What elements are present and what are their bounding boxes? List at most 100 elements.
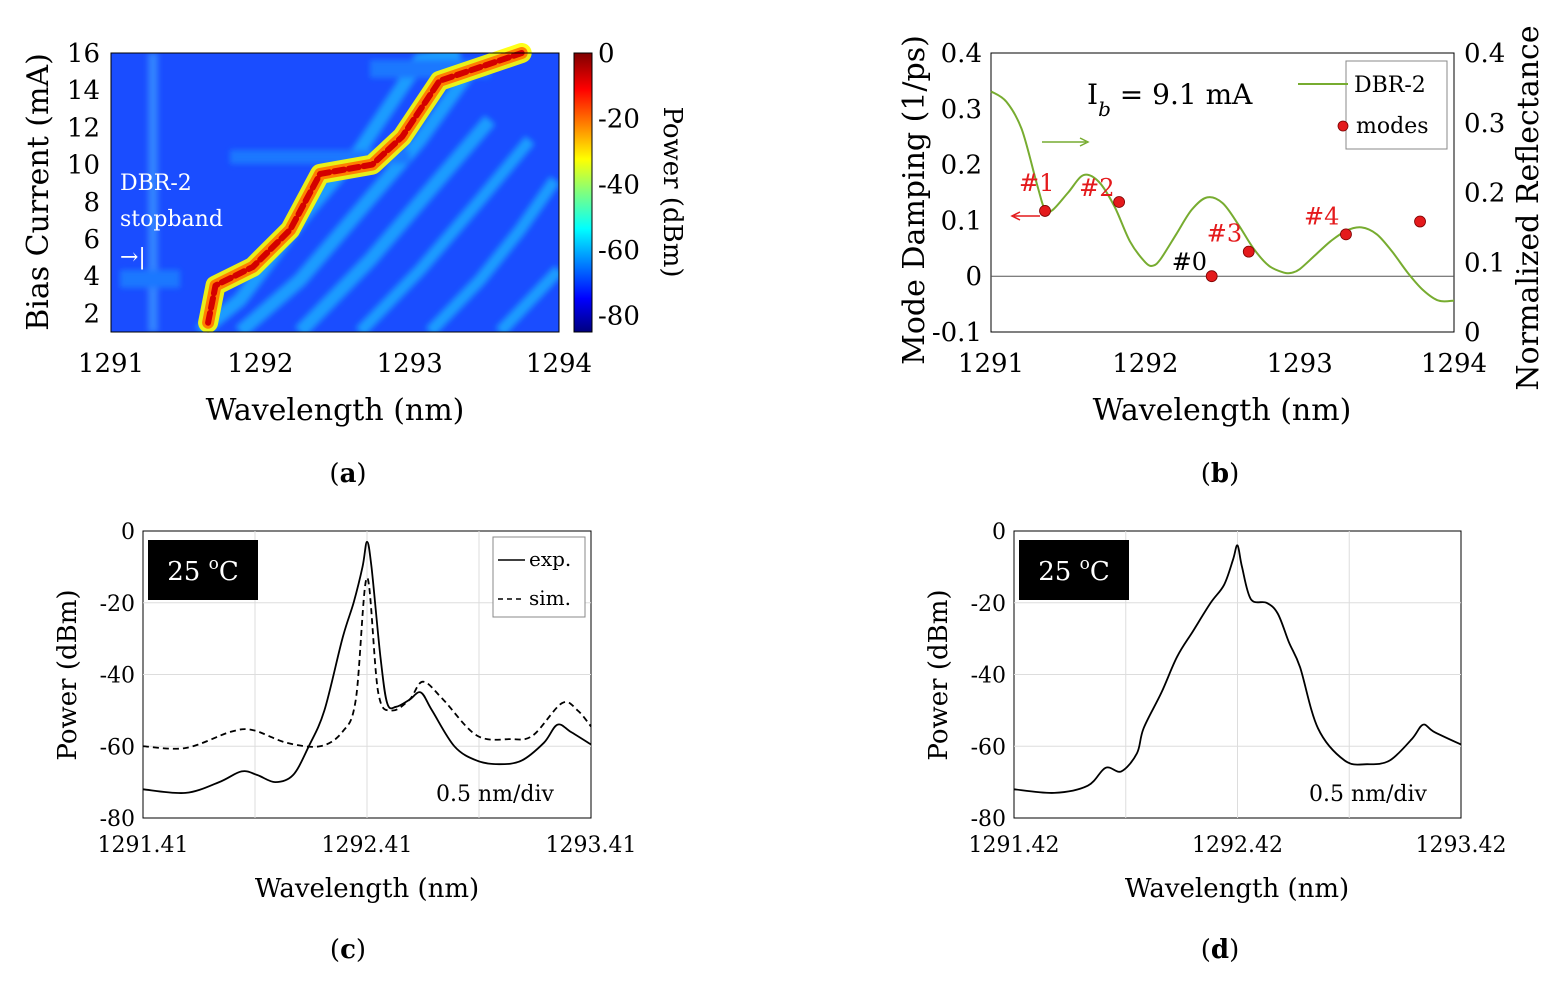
colorbar-tick-label: 0	[598, 39, 615, 69]
bias-value: = 9.1 mA	[1111, 78, 1253, 111]
x-tick-label: 1291	[78, 349, 144, 379]
x-tick-label: 1291	[958, 349, 1024, 379]
y-tick-label: -80	[100, 807, 135, 832]
temperature-unit: C	[219, 557, 239, 587]
y-axis-label: Bias Current (mA)	[21, 53, 56, 331]
spectrum-lines	[1013, 544, 1462, 794]
y-tick-label: 12	[67, 113, 100, 143]
legend: DBR-2 modes	[1298, 60, 1448, 150]
y-tick-label: 4	[83, 262, 100, 292]
bias-subscript: b	[1098, 97, 1111, 121]
y-tick-label: 0	[121, 520, 135, 545]
x-tick-label: 1291.42	[969, 833, 1060, 858]
panel-c: 1291.41 1292.41 1293.41 0 -20 -40 -60 -80 Wave…	[53, 520, 636, 965]
mode-label: #2	[1079, 174, 1114, 202]
right-tick-label: 0.3	[1464, 109, 1505, 139]
colorbar-tick-label: -80	[598, 302, 640, 332]
y-axis-ticks: -0.1 0 0.1 0.2 0.3 0.4	[932, 39, 982, 348]
caption-b: (b)	[1201, 459, 1240, 489]
series-line-dbr2	[990, 90, 1455, 303]
y-tick-label: 0.1	[941, 206, 982, 236]
caption-letter: b	[1211, 459, 1229, 489]
x-tick-label: 1292	[1112, 349, 1178, 379]
mode-points: #1 #2 #0#3 #4	[1019, 169, 1426, 283]
temperature-label: 25 oC	[167, 554, 239, 587]
caption-letter: d	[1211, 935, 1229, 965]
y-tick-label: -0.1	[932, 318, 982, 348]
legend-label-modes: modes	[1356, 114, 1429, 139]
mode-core	[205, 50, 525, 326]
colorbar-label: Power (dBm)	[657, 106, 687, 277]
x-axis-ticks: 1291 1292 1293 1294	[78, 349, 592, 379]
x-axis-ticks: 1291 1292 1293 1294	[958, 349, 1487, 379]
right-axis-arrowhead	[1079, 137, 1090, 147]
mode-label: #0	[1172, 248, 1207, 276]
legend-label-dbr: DBR-2	[1354, 73, 1426, 98]
series-line-exp	[142, 540, 592, 795]
y-axis-label: Power (dBm)	[53, 589, 83, 760]
y-tick-label: 2	[83, 299, 100, 329]
bias-annotation: Ib = 9.1 mA	[1087, 78, 1253, 121]
x-tick-label: 1294	[1421, 349, 1487, 379]
lasing-mode-trace	[198, 43, 532, 333]
x-tick-label: 1292.42	[1192, 833, 1283, 858]
y-tick-label: -60	[971, 735, 1006, 760]
mode-point	[1414, 215, 1426, 228]
y-tick-label: 0	[992, 520, 1006, 545]
temperature-value: 25	[1038, 557, 1079, 587]
y-axis-ticks: 0 -20 -40 -60 -80	[100, 520, 135, 832]
plot-frame	[110, 52, 560, 333]
right-tick-label: 0.1	[1464, 248, 1505, 278]
x-axis-label: Wavelength (nm)	[1125, 874, 1349, 904]
panel-d: 1291.42 1292.42 1293.42 0 -20 -40 -60 -80 Wave…	[924, 520, 1506, 965]
x-axis-label: Wavelength (nm)	[1093, 393, 1352, 428]
mode-point	[1113, 196, 1125, 208]
y-tick-label: 16	[67, 39, 100, 69]
x-tick-label: 1293	[377, 349, 443, 379]
scale-note: 0.5 nm/div	[436, 782, 555, 807]
x-tick-label: 1294	[526, 349, 592, 379]
legend-label-sim: sim.	[529, 586, 571, 610]
legend: exp. sim.	[492, 536, 586, 618]
x-tick-label: 1293.42	[1416, 833, 1507, 858]
legend-box	[1345, 60, 1448, 150]
bias-symbol: I	[1087, 78, 1098, 111]
x-tick-label: 1292.41	[322, 833, 413, 858]
x-tick-label: 1291.41	[98, 833, 189, 858]
right-axis-ticks: 0 0.1 0.2 0.3 0.4	[1464, 39, 1505, 348]
spectrum-lines	[142, 540, 592, 795]
y-tick-label: -20	[100, 592, 135, 617]
x-axis-label: Wavelength (nm)	[206, 393, 465, 428]
y-tick-label: -60	[100, 735, 135, 760]
x-axis-label: Wavelength (nm)	[255, 874, 479, 904]
x-tick-label: 1293	[1267, 349, 1333, 379]
y-axis-label: Mode Damping (1/ps)	[897, 35, 932, 365]
grid	[1014, 531, 1461, 818]
annotation-stopband: stopband	[120, 207, 223, 232]
temperature-badge	[148, 540, 258, 600]
colorbar	[573, 52, 593, 333]
y-tick-label: -80	[971, 807, 1006, 832]
x-tick-label: 1293.41	[546, 833, 637, 858]
mode-label: #4	[1304, 202, 1339, 230]
legend-label-exp: exp.	[529, 547, 571, 571]
panel-a: 1291 1292 1293 1294 2 4 6 8 10 12 14 16 Wavelength…	[21, 39, 687, 489]
mode-point	[1039, 205, 1051, 217]
caption-d: (d)	[1201, 935, 1240, 965]
colorbar-tick-label: -20	[598, 105, 640, 135]
y-tick-label: -40	[100, 664, 135, 689]
y-tick-label: 0.4	[941, 39, 982, 69]
y-axis-label: Power (dBm)	[924, 589, 954, 760]
y-tick-label: 6	[83, 225, 100, 255]
caption-c: (c)	[330, 935, 366, 965]
legend-marker-modes	[1337, 120, 1349, 132]
y-axis-ticks: 0 -20 -40 -60 -80	[971, 520, 1006, 832]
x-tick-label: 1292	[227, 349, 293, 379]
y-tick-label: 10	[67, 151, 100, 181]
left-axis-arrowhead	[1010, 211, 1021, 221]
y-tick-label: 0.2	[941, 151, 982, 181]
right-axis-label: Normalized Reflectance	[1511, 25, 1546, 390]
mode-point	[1242, 245, 1255, 258]
y-tick-label: -20	[971, 592, 1006, 617]
